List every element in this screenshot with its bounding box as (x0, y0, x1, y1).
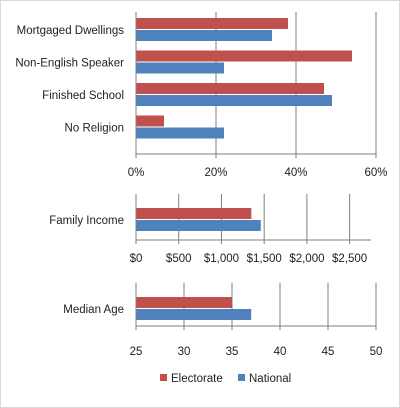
legend-label-electorate: Electorate (171, 373, 223, 385)
category-label-no-religion: No Religion (65, 123, 124, 135)
tick-label-50: 50 (370, 346, 383, 358)
category-label-median-age: Median Age (63, 304, 124, 316)
bar-no-religion-national (136, 127, 224, 139)
legend: Electorate National (160, 373, 291, 385)
panel-demographics: Mortgaged Dwellings Non-English Speaker Fi… (15, 12, 388, 179)
panel-median-age-bars (136, 297, 252, 320)
panel-median-age-ticks: 25 30 35 40 45 50 (130, 325, 383, 358)
category-label-mortgaged-dwellings: Mortgaged Dwellings (17, 25, 125, 37)
bar-finished-school-electorate (136, 83, 324, 94)
panel-family-income-bars (136, 208, 261, 231)
category-label-family-income: Family Income (49, 215, 124, 227)
category-label-finished-school: Finished School (42, 90, 124, 102)
bar-median-age-electorate (136, 297, 232, 308)
tick-label-40: 40 (274, 346, 287, 358)
tick-label-45: 45 (322, 346, 335, 358)
tick-label-25: 25 (130, 346, 143, 358)
tick-label-30: 30 (178, 346, 191, 358)
legend-swatch-electorate (160, 374, 167, 381)
bar-median-age-national (136, 309, 252, 320)
tick-label-500: $500 (166, 253, 192, 265)
bar-mortgaged-dwellings-electorate (136, 18, 288, 29)
bar-family-income-electorate (136, 208, 252, 219)
panel-family-income-categories: Family Income (49, 215, 124, 227)
tick-label-1-500: $1,500 (247, 253, 282, 265)
category-label-non-english-speaker: Non-English Speaker (15, 58, 124, 70)
tick-label-20: 20% (204, 167, 227, 179)
bar-no-religion-electorate (136, 115, 164, 127)
bar-non-english-speaker-national (136, 62, 224, 74)
bar-family-income-national (136, 220, 261, 231)
panel-demographics-bars (136, 18, 352, 139)
tick-label-0: $0 (130, 253, 143, 265)
panel-demographics-ticks: 0% 20% 40% 60% (128, 153, 388, 179)
bar-finished-school-national (136, 95, 332, 106)
tick-label-2-500: $2,500 (332, 253, 367, 265)
legend-label-national: National (249, 373, 291, 385)
tick-label-60: 60% (364, 167, 387, 179)
panel-family-income-ticks: $0 $500 $1,000 $1,500 $2,000 $2,500 (130, 239, 371, 265)
panel-median-age-categories: Median Age (63, 304, 124, 316)
panel-demographics-categories: Mortgaged Dwellings Non-English Speaker Fi… (15, 25, 124, 135)
bar-non-english-speaker-electorate (136, 50, 352, 62)
tick-label-2-000: $2,000 (289, 253, 324, 265)
bar-mortgaged-dwellings-national (136, 30, 272, 41)
panel-family-income: Family Income $0 $500 $1,000 $1,500 $2,000 $2… (49, 194, 371, 265)
legend-swatch-national (238, 374, 245, 381)
panel-median-age: Median Age 25 30 35 40 45 50 (63, 283, 382, 358)
tick-label-40: 40% (284, 167, 307, 179)
tick-label-35: 35 (226, 346, 239, 358)
tick-label-1-000: $1,000 (204, 253, 239, 265)
tick-label-0: 0% (128, 167, 145, 179)
